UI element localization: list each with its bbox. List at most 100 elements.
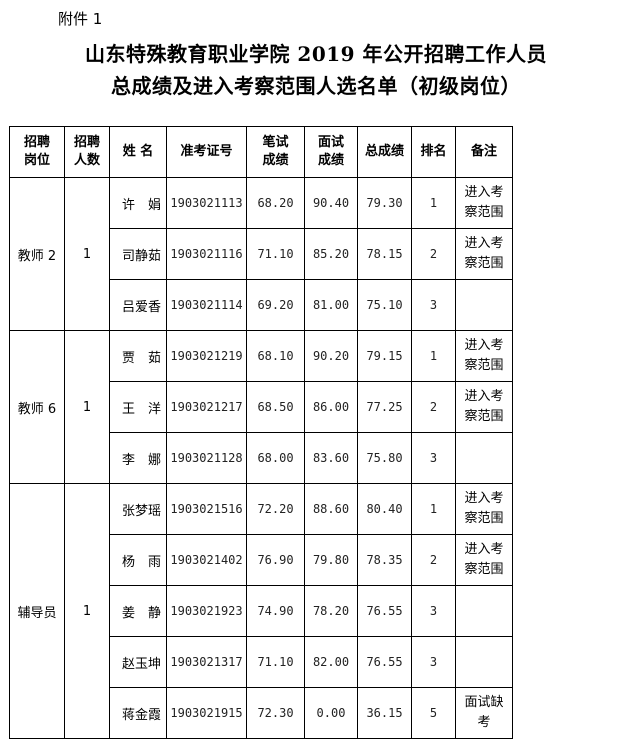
- written-score-cell: 68.20: [246, 177, 305, 229]
- exam-id-cell: 1903021915: [166, 687, 247, 739]
- rank-cell: 3: [411, 279, 456, 331]
- exam-id-cell: 1903021516: [166, 483, 247, 535]
- attachment-label: 附件 1: [58, 10, 103, 28]
- name-cell: 杨 雨: [109, 534, 167, 586]
- name-cell: 司静茹: [109, 228, 167, 280]
- header-name: 姓 名: [109, 126, 167, 178]
- total-score-cell: 75.80: [357, 432, 412, 484]
- name-cell: 赵玉坤: [109, 636, 167, 688]
- note-cell: 进入考察范围: [455, 534, 513, 586]
- interview-score-cell: 79.80: [304, 534, 358, 586]
- header-rank: 排名: [411, 126, 456, 178]
- note-cell: 进入考察范围: [455, 177, 513, 229]
- table-row: 赵玉坤 1903021317 71.10 82.00 76.55 3: [10, 636, 513, 688]
- exam-id-cell: 1903021402: [166, 534, 247, 586]
- written-score-cell: 68.00: [246, 432, 305, 484]
- interview-score-cell: 82.00: [304, 636, 358, 688]
- interview-score-cell: 90.20: [304, 330, 358, 382]
- exam-id-cell: 1903021923: [166, 585, 247, 637]
- interview-score-cell: 81.00: [304, 279, 358, 331]
- exam-id-cell: 1903021114: [166, 279, 247, 331]
- header-position: 招聘 岗位: [9, 126, 65, 178]
- count-cell: 1: [64, 330, 110, 484]
- interview-score-cell: 85.20: [304, 228, 358, 280]
- exam-id-cell: 1903021116: [166, 228, 247, 280]
- name-cell: 姜 静: [109, 585, 167, 637]
- name-cell: 吕爱香: [109, 279, 167, 331]
- name-cell: 蒋金霞: [109, 687, 167, 739]
- note-cell: 进入考察范围: [455, 330, 513, 382]
- total-score-cell: 79.15: [357, 330, 412, 382]
- total-score-cell: 76.55: [357, 585, 412, 637]
- written-score-cell: 74.90: [246, 585, 305, 637]
- table-row: 王 洋 1903021217 68.50 86.00 77.25 2 进入考察范围: [10, 381, 513, 433]
- header-note: 备注: [455, 126, 513, 178]
- total-score-cell: 79.30: [357, 177, 412, 229]
- document-title-line2: 总成绩及进入考察范围人选名单（初级岗位）: [111, 74, 521, 98]
- note-cell: [455, 636, 513, 688]
- table-row: 蒋金霞 1903021915 72.30 0.00 36.15 5 面试缺考: [10, 687, 513, 739]
- interview-score-cell: 88.60: [304, 483, 358, 535]
- written-score-cell: 72.30: [246, 687, 305, 739]
- interview-score-cell: 83.60: [304, 432, 358, 484]
- table-row: 司静茹 1903021116 71.10 85.20 78.15 2 进入考察范围: [10, 228, 513, 280]
- exam-id-cell: 1903021128: [166, 432, 247, 484]
- position-cell: 教师 2: [9, 177, 65, 331]
- table-row: 吕爱香 1903021114 69.20 81.00 75.10 3: [10, 279, 513, 331]
- rank-cell: 2: [411, 381, 456, 433]
- table-row: 杨 雨 1903021402 76.90 79.80 78.35 2 进入考察范围: [10, 534, 513, 586]
- interview-score-cell: 78.20: [304, 585, 358, 637]
- name-cell: 张梦瑶: [109, 483, 167, 535]
- rank-cell: 5: [411, 687, 456, 739]
- interview-score-cell: 86.00: [304, 381, 358, 433]
- position-cell: 辅导员: [9, 483, 65, 739]
- table-row: 辅导员 1 张梦瑶 1903021516 72.20 88.60 80.40 1 进入考察范围: [9, 483, 513, 739]
- note-cell: 进入考察范围: [455, 483, 513, 535]
- note-cell: [455, 585, 513, 637]
- total-score-cell: 78.15: [357, 228, 412, 280]
- interview-score-cell: 90.40: [304, 177, 358, 229]
- name-cell: 许 娟: [109, 177, 167, 229]
- rank-cell: 3: [411, 432, 456, 484]
- note-cell: [455, 432, 513, 484]
- total-score-cell: 80.40: [357, 483, 412, 535]
- rank-cell: 2: [411, 534, 456, 586]
- written-score-cell: 68.10: [246, 330, 305, 382]
- rank-cell: 2: [411, 228, 456, 280]
- position-cell: 教师 6: [9, 330, 65, 484]
- exam-id-cell: 1903021219: [166, 330, 247, 382]
- total-score-cell: 77.25: [357, 381, 412, 433]
- count-cell: 1: [64, 483, 110, 739]
- name-cell: 贾 茹: [109, 330, 167, 382]
- note-cell: [455, 279, 513, 331]
- count-cell: 1: [64, 177, 110, 331]
- written-score-cell: 68.50: [246, 381, 305, 433]
- written-score-cell: 72.20: [246, 483, 305, 535]
- rank-cell: 3: [411, 585, 456, 637]
- document-title-line1: 山东特殊教育职业学院 2019 年公开招聘工作人员: [84, 42, 548, 66]
- name-cell: 李 娜: [109, 432, 167, 484]
- total-score-cell: 78.35: [357, 534, 412, 586]
- rank-cell: 1: [411, 483, 456, 535]
- written-score-cell: 76.90: [246, 534, 305, 586]
- total-score-cell: 75.10: [357, 279, 412, 331]
- header-interview-score: 面试 成绩: [304, 126, 358, 178]
- interview-score-cell: 0.00: [304, 687, 358, 739]
- exam-id-cell: 1903021317: [166, 636, 247, 688]
- note-cell: 进入考察范围: [455, 228, 513, 280]
- header-written-score: 笔试 成绩: [246, 126, 305, 178]
- header-total-score: 总成绩: [357, 126, 412, 178]
- table-header-row: 招聘 岗位 招聘 人数姓 名准考证号 笔试 成绩 面试 成绩 总成绩 排名 备注: [9, 126, 513, 178]
- rank-cell: 1: [411, 330, 456, 382]
- rank-cell: 1: [411, 177, 456, 229]
- written-score-cell: 71.10: [246, 636, 305, 688]
- table-row: 姜 静 1903021923 74.90 78.20 76.55 3: [10, 585, 513, 637]
- written-score-cell: 69.20: [246, 279, 305, 331]
- note-cell: 面试缺考: [455, 687, 513, 739]
- total-score-cell: 36.15: [357, 687, 412, 739]
- name-cell: 王 洋: [109, 381, 167, 433]
- written-score-cell: 71.10: [246, 228, 305, 280]
- header-exam-id: 准考证号: [166, 126, 247, 178]
